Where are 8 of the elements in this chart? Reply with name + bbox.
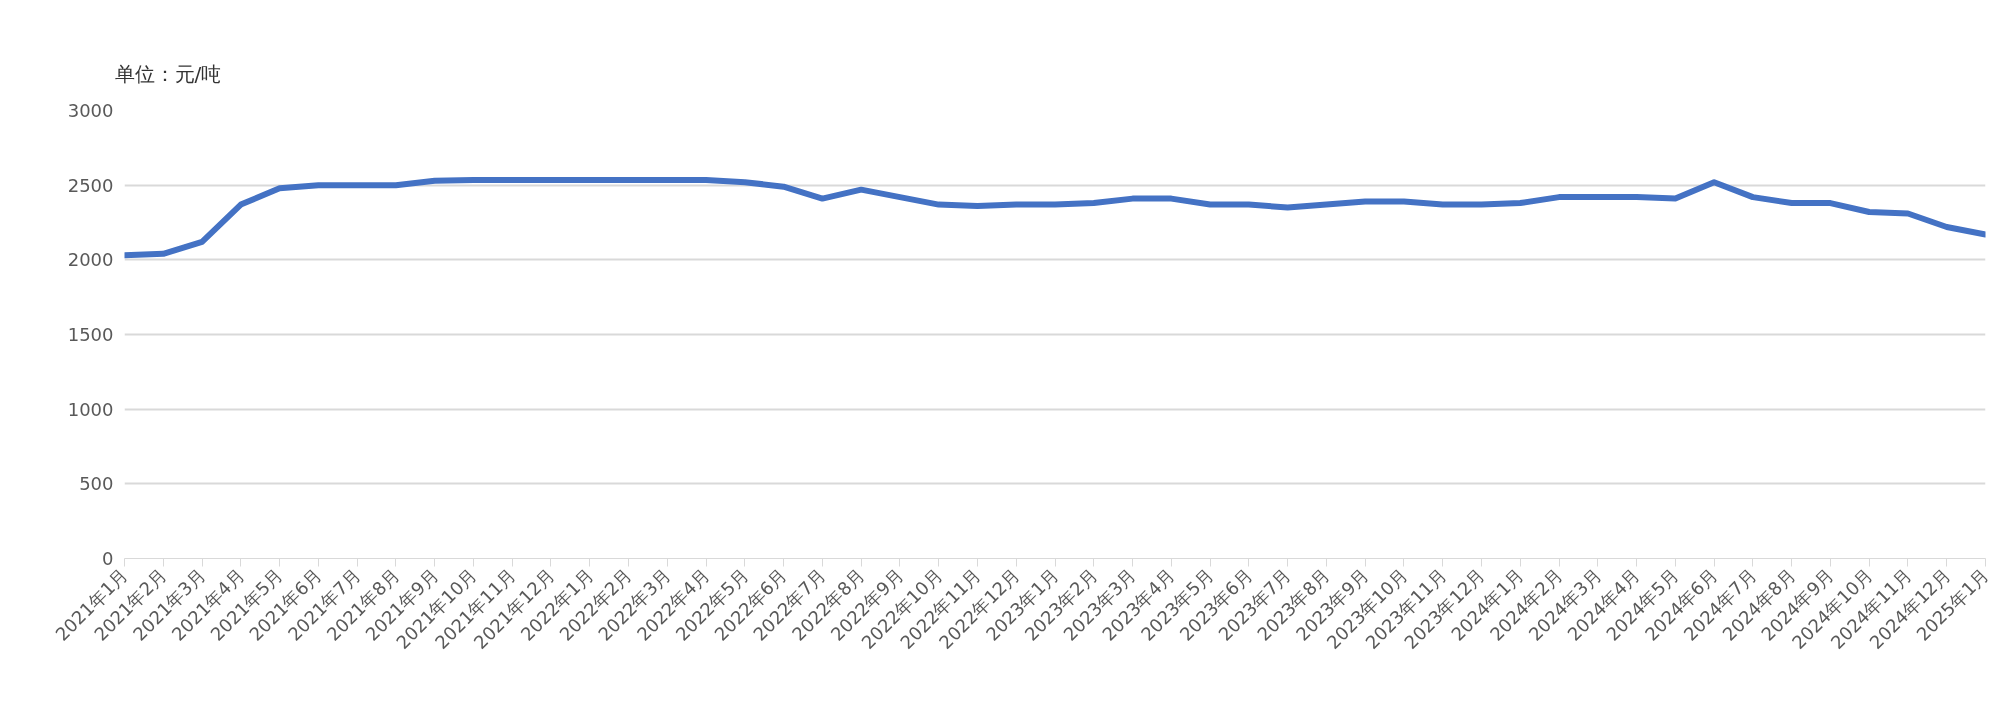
y-tick-label: 3000: [67, 100, 114, 121]
chart-title: 单位：元/吨: [114, 61, 222, 86]
y-tick-label: 0: [102, 548, 114, 569]
y-tick-label: 1000: [67, 398, 114, 420]
y-tick-label: 2000: [67, 249, 114, 271]
y-tick-label: 1500: [67, 324, 114, 345]
y-tick-label: 500: [79, 473, 114, 495]
y-tick-label: 2500: [67, 174, 114, 196]
